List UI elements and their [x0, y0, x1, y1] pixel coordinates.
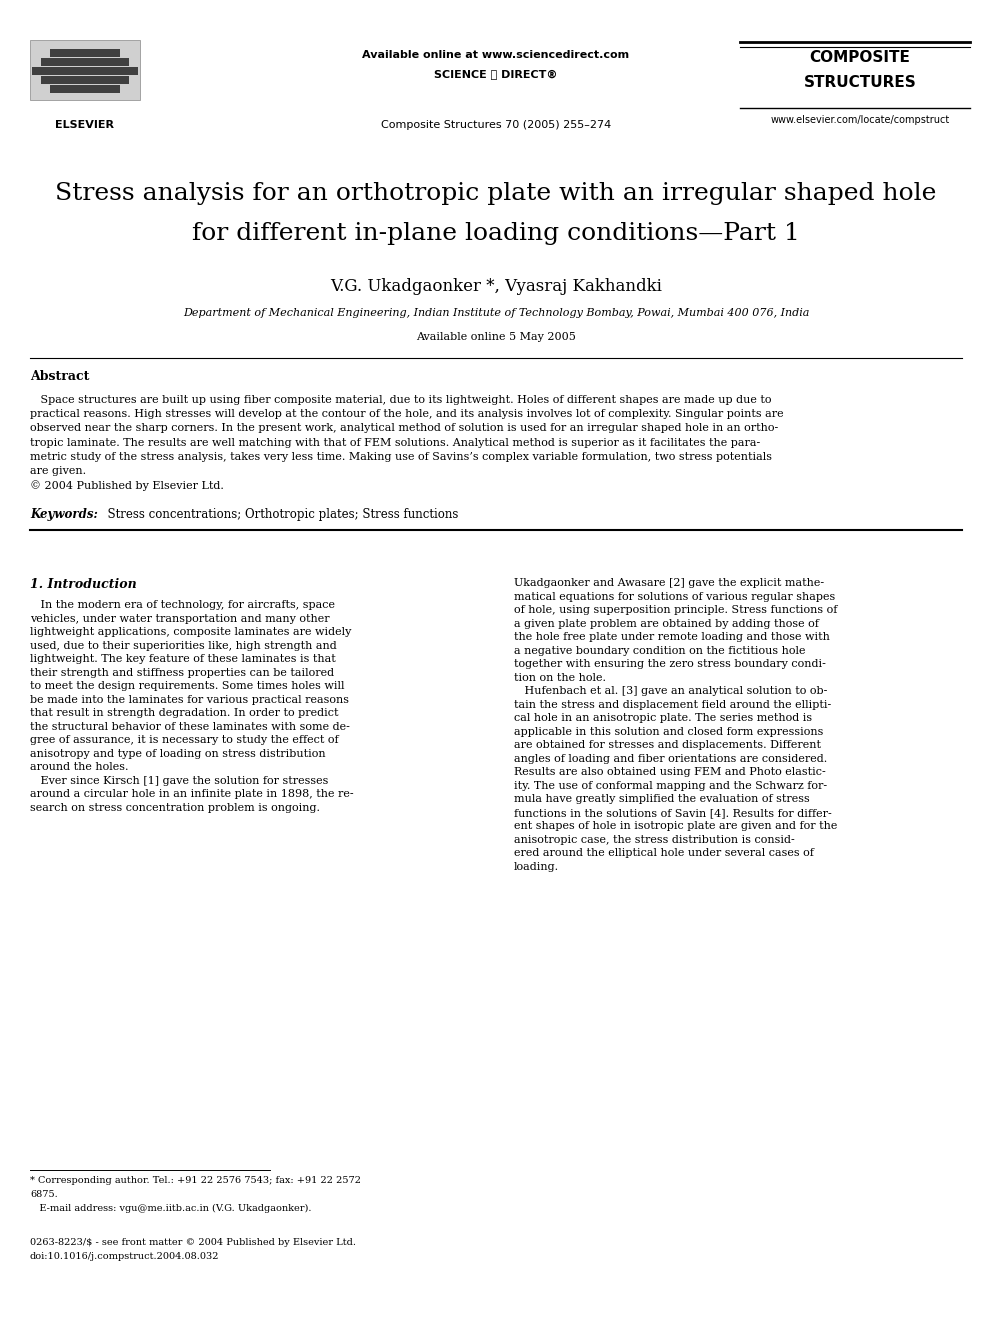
Text: 1. Introduction: 1. Introduction [30, 578, 137, 591]
Text: COMPOSITE: COMPOSITE [809, 50, 911, 65]
Text: are given.: are given. [30, 466, 86, 476]
Text: matical equations for solutions of various regular shapes: matical equations for solutions of vario… [514, 591, 835, 602]
Text: tropic laminate. The results are well matching with that of FEM solutions. Analy: tropic laminate. The results are well ma… [30, 438, 760, 447]
Text: ent shapes of hole in isotropic plate are given and for the: ent shapes of hole in isotropic plate ar… [514, 822, 837, 831]
Text: for different in-plane loading conditions—Part 1: for different in-plane loading condition… [192, 222, 800, 245]
Text: Ukadgaonker and Awasare [2] gave the explicit mathe-: Ukadgaonker and Awasare [2] gave the exp… [514, 578, 824, 589]
Text: around the holes.: around the holes. [30, 762, 129, 773]
Bar [41, 58, 129, 66]
Text: observed near the sharp corners. In the present work, analytical method of solut: observed near the sharp corners. In the … [30, 423, 779, 434]
Text: Stress concentrations; Orthotropic plates; Stress functions: Stress concentrations; Orthotropic plate… [100, 508, 458, 521]
Text: are obtained for stresses and displacements. Different: are obtained for stresses and displaceme… [514, 741, 821, 750]
Bar [50, 49, 120, 57]
Text: Available online at www.sciencedirect.com: Available online at www.sciencedirect.co… [362, 50, 630, 60]
Text: angles of loading and fiber orientations are considered.: angles of loading and fiber orientations… [514, 754, 827, 763]
Text: the structural behavior of these laminates with some de-: the structural behavior of these laminat… [30, 722, 350, 732]
Text: © 2004 Published by Elsevier Ltd.: © 2004 Published by Elsevier Ltd. [30, 480, 224, 491]
Text: practical reasons. High stresses will develop at the contour of the hole, and it: practical reasons. High stresses will de… [30, 409, 784, 419]
Text: Department of Mechanical Engineering, Indian Institute of Technology Bombay, Pow: Department of Mechanical Engineering, In… [183, 308, 809, 318]
Text: SCIENCE ⓓ DIRECT®: SCIENCE ⓓ DIRECT® [434, 70, 558, 81]
Text: that result in strength degradation. In order to predict: that result in strength degradation. In … [30, 708, 338, 718]
Bar [50, 85, 120, 93]
Text: mula have greatly simplified the evaluation of stress: mula have greatly simplified the evaluat… [514, 794, 809, 804]
Text: anisotropy and type of loading on stress distribution: anisotropy and type of loading on stress… [30, 749, 325, 759]
Text: Results are also obtained using FEM and Photo elastic-: Results are also obtained using FEM and … [514, 767, 825, 778]
Text: V.G. Ukadgaonker *, Vyasraj Kakhandki: V.G. Ukadgaonker *, Vyasraj Kakhandki [330, 278, 662, 295]
Text: tain the stress and displacement field around the ellipti-: tain the stress and displacement field a… [514, 700, 831, 710]
Text: lightweight. The key feature of these laminates is that: lightweight. The key feature of these la… [30, 655, 335, 664]
Text: Abstract: Abstract [30, 370, 89, 382]
Text: metric study of the stress analysis, takes very less time. Making use of Savins’: metric study of the stress analysis, tak… [30, 451, 772, 462]
Text: loading.: loading. [514, 861, 559, 872]
Text: 6875.: 6875. [30, 1189, 58, 1199]
Bar [41, 75, 129, 85]
Text: tion on the hole.: tion on the hole. [514, 673, 606, 683]
Text: Stress analysis for an orthotropic plate with an irregular shaped hole: Stress analysis for an orthotropic plate… [56, 183, 936, 205]
Text: together with ensuring the zero stress boundary condi-: together with ensuring the zero stress b… [514, 659, 826, 669]
Text: the hole free plate under remote loading and those with: the hole free plate under remote loading… [514, 632, 830, 643]
Text: a negative boundary condition on the fictitious hole: a negative boundary condition on the fic… [514, 646, 806, 656]
Bar [32, 67, 138, 75]
Text: used, due to their superiorities like, high strength and: used, due to their superiorities like, h… [30, 640, 336, 651]
Text: Hufenbach et al. [3] gave an analytical solution to ob-: Hufenbach et al. [3] gave an analytical … [514, 687, 827, 696]
Text: In the modern era of technology, for aircrafts, space: In the modern era of technology, for air… [30, 601, 335, 610]
Text: Keywords:: Keywords: [30, 508, 98, 521]
Text: applicable in this solution and closed form expressions: applicable in this solution and closed f… [514, 726, 823, 737]
Text: anisotropic case, the stress distribution is consid-: anisotropic case, the stress distributio… [514, 835, 795, 845]
Text: Ever since Kirsch [1] gave the solution for stresses: Ever since Kirsch [1] gave the solution … [30, 775, 328, 786]
Text: ELSEVIER: ELSEVIER [56, 120, 114, 130]
Text: search on stress concentration problem is ongoing.: search on stress concentration problem i… [30, 803, 320, 812]
Text: lightweight applications, composite laminates are widely: lightweight applications, composite lami… [30, 627, 351, 638]
Text: gree of assurance, it is necessary to study the effect of: gree of assurance, it is necessary to st… [30, 736, 338, 745]
Text: around a circular hole in an infinite plate in 1898, the re-: around a circular hole in an infinite pl… [30, 790, 353, 799]
Text: cal hole in an anisotropic plate. The series method is: cal hole in an anisotropic plate. The se… [514, 713, 812, 724]
Text: ered around the elliptical hole under several cases of: ered around the elliptical hole under se… [514, 848, 813, 859]
Text: vehicles, under water transportation and many other: vehicles, under water transportation and… [30, 614, 329, 624]
Text: their strength and stiffness properties can be tailored: their strength and stiffness properties … [30, 668, 334, 677]
Text: E-mail address: vgu@me.iitb.ac.in (V.G. Ukadgaonker).: E-mail address: vgu@me.iitb.ac.in (V.G. … [30, 1204, 311, 1213]
Text: 0263-8223/$ - see front matter © 2004 Published by Elsevier Ltd.: 0263-8223/$ - see front matter © 2004 Pu… [30, 1238, 356, 1248]
Bar [30, 40, 140, 101]
Text: * Corresponding author. Tel.: +91 22 2576 7543; fax: +91 22 2572: * Corresponding author. Tel.: +91 22 257… [30, 1176, 361, 1185]
Text: of hole, using superposition principle. Stress functions of: of hole, using superposition principle. … [514, 606, 837, 615]
Text: to meet the design requirements. Some times holes will: to meet the design requirements. Some ti… [30, 681, 344, 692]
Text: a given plate problem are obtained by adding those of: a given plate problem are obtained by ad… [514, 619, 818, 628]
Text: Composite Structures 70 (2005) 255–274: Composite Structures 70 (2005) 255–274 [381, 120, 611, 130]
Text: Available online 5 May 2005: Available online 5 May 2005 [416, 332, 576, 343]
Text: be made into the laminates for various practical reasons: be made into the laminates for various p… [30, 695, 349, 705]
Text: STRUCTURES: STRUCTURES [804, 75, 917, 90]
Text: Space structures are built up using fiber composite material, due to its lightwe: Space structures are built up using fibe… [30, 396, 772, 405]
Text: doi:10.1016/j.compstruct.2004.08.032: doi:10.1016/j.compstruct.2004.08.032 [30, 1252, 219, 1261]
Text: www.elsevier.com/locate/compstruct: www.elsevier.com/locate/compstruct [771, 115, 949, 124]
Text: ity. The use of conformal mapping and the Schwarz for-: ity. The use of conformal mapping and th… [514, 781, 827, 791]
Text: functions in the solutions of Savin [4]. Results for differ-: functions in the solutions of Savin [4].… [514, 808, 831, 818]
